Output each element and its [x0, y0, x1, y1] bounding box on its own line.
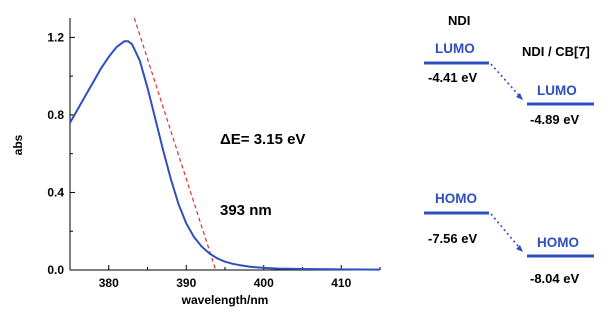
plot-axes: 380 390 400 410 0.00.40.81.2 wavelength/nm … — [11, 18, 381, 307]
homo-shift-arrow — [490, 213, 524, 253]
lumo-shift-arrow — [490, 63, 524, 101]
y-axis-title: abs — [11, 134, 25, 155]
right-lumo-value: -4.89 eV — [530, 112, 579, 127]
left-lumo-value: -4.41 eV — [428, 70, 477, 85]
y-tick-label: 0.4 — [47, 185, 64, 199]
right-homo-label: HOMO — [537, 235, 579, 250]
right-lumo-label: LUMO — [537, 83, 577, 98]
right-homo-value: -8.04 eV — [530, 271, 579, 286]
y-tick-label: 0.0 — [47, 263, 64, 277]
ndi-title: NDI — [448, 13, 470, 28]
energy-level-diagram: NDI NDI / CB[7] LUMO -4.41 eV LUMO -4.89… — [424, 13, 594, 286]
x-tick-label: 400 — [254, 276, 274, 290]
left-homo-value: -7.56 eV — [428, 231, 477, 246]
onset-wavelength-annotation: 393 nm — [220, 202, 272, 219]
x-tick-label: 380 — [99, 276, 119, 290]
y-tick-label: 0.8 — [47, 108, 64, 122]
y-ticks: 0.0 0.4 0.8 1.2 — [47, 30, 75, 277]
x-tick-label: 410 — [331, 276, 351, 290]
x-ticks: 380 390 400 410 — [69, 265, 381, 290]
x-axis-title: wavelength/nm — [181, 293, 269, 307]
left-homo-label: HOMO — [435, 191, 477, 206]
band-gap-annotation: ΔE= 3.15 eV — [220, 131, 305, 148]
x-tick-label: 390 — [176, 276, 196, 290]
onset-tangent-line — [133, 17, 217, 271]
y-tick-label: 1.2 — [47, 30, 64, 44]
lumo-arrow-head — [516, 93, 523, 100]
left-lumo-label: LUMO — [435, 41, 475, 56]
absorption-curve — [69, 40, 381, 271]
ndi-cb7-title: NDI / CB[7] — [522, 44, 590, 59]
homo-arrow-head — [516, 245, 523, 252]
